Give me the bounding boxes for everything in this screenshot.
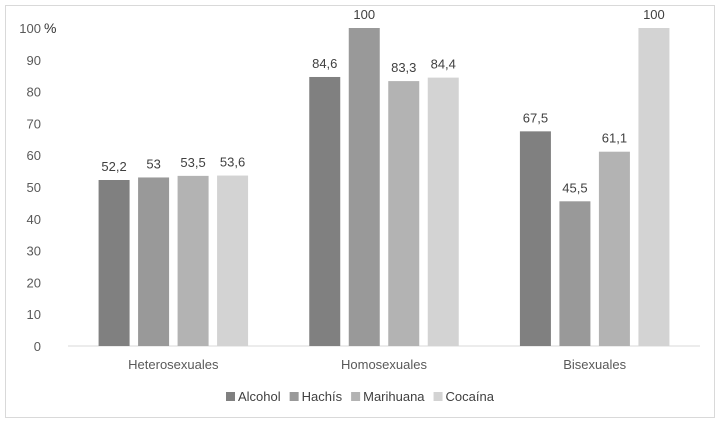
legend-label: Hachís <box>302 389 343 404</box>
bar <box>427 77 459 346</box>
bar <box>388 81 420 346</box>
y-tick-label: 100 <box>19 21 41 36</box>
bar <box>98 180 130 346</box>
y-tick-label: 40 <box>27 212 41 227</box>
bar <box>638 28 670 346</box>
legend-label: Cocaína <box>446 389 495 404</box>
bar <box>348 28 380 346</box>
data-label: 53,6 <box>220 155 245 170</box>
bars-group: 52,2 53 53,5 53,6 84,6 100 83,3 84,4 67,5 45,5 61,… <box>98 7 670 347</box>
data-label: 52,2 <box>101 159 126 174</box>
y-unit-label: % <box>44 20 56 36</box>
legend-swatch <box>351 392 361 401</box>
y-tick-label: 60 <box>27 148 41 163</box>
y-tick-label: 20 <box>27 275 41 290</box>
legend-swatch <box>433 392 443 401</box>
legend-swatch <box>289 392 299 401</box>
legend: Alcohol Hachís Marihuana Cocaína <box>226 389 495 404</box>
bar <box>217 175 249 346</box>
y-tick-label: 70 <box>27 116 41 131</box>
y-tick-label: 10 <box>27 307 41 322</box>
bar <box>138 177 170 346</box>
bar <box>177 175 209 346</box>
y-tick-label: 80 <box>27 85 41 100</box>
data-label: 100 <box>643 7 665 22</box>
data-label: 67,5 <box>523 110 548 125</box>
legend-swatch <box>226 392 235 401</box>
legend-label: Alcohol <box>238 389 281 404</box>
y-tick-label: 0 <box>34 339 41 354</box>
bar <box>309 76 341 347</box>
data-label: 53 <box>146 156 160 171</box>
data-label: 61,1 <box>602 131 627 146</box>
y-tick-label: 90 <box>27 53 41 68</box>
data-label: 84,6 <box>312 56 337 71</box>
bar <box>598 151 630 346</box>
x-tick-label: Heterosexuales <box>128 357 219 372</box>
bar <box>559 201 591 346</box>
bar <box>519 131 551 346</box>
data-label: 84,4 <box>431 57 456 72</box>
data-label: 100 <box>353 7 375 22</box>
y-tick-label: 50 <box>27 180 41 195</box>
y-axis-ticks: 0 10 20 30 40 50 60 70 80 90 100 <box>19 21 41 354</box>
data-label: 45,5 <box>562 180 587 195</box>
x-tick-label: Homosexuales <box>341 357 427 372</box>
legend-label: Marihuana <box>363 389 425 404</box>
data-label: 83,3 <box>391 60 416 75</box>
x-tick-label: Bisexuales <box>563 357 626 372</box>
data-label: 53,5 <box>180 155 205 170</box>
x-axis-labels: Heterosexuales Homosexuales Bisexuales <box>128 357 626 372</box>
y-tick-label: 30 <box>27 244 41 259</box>
